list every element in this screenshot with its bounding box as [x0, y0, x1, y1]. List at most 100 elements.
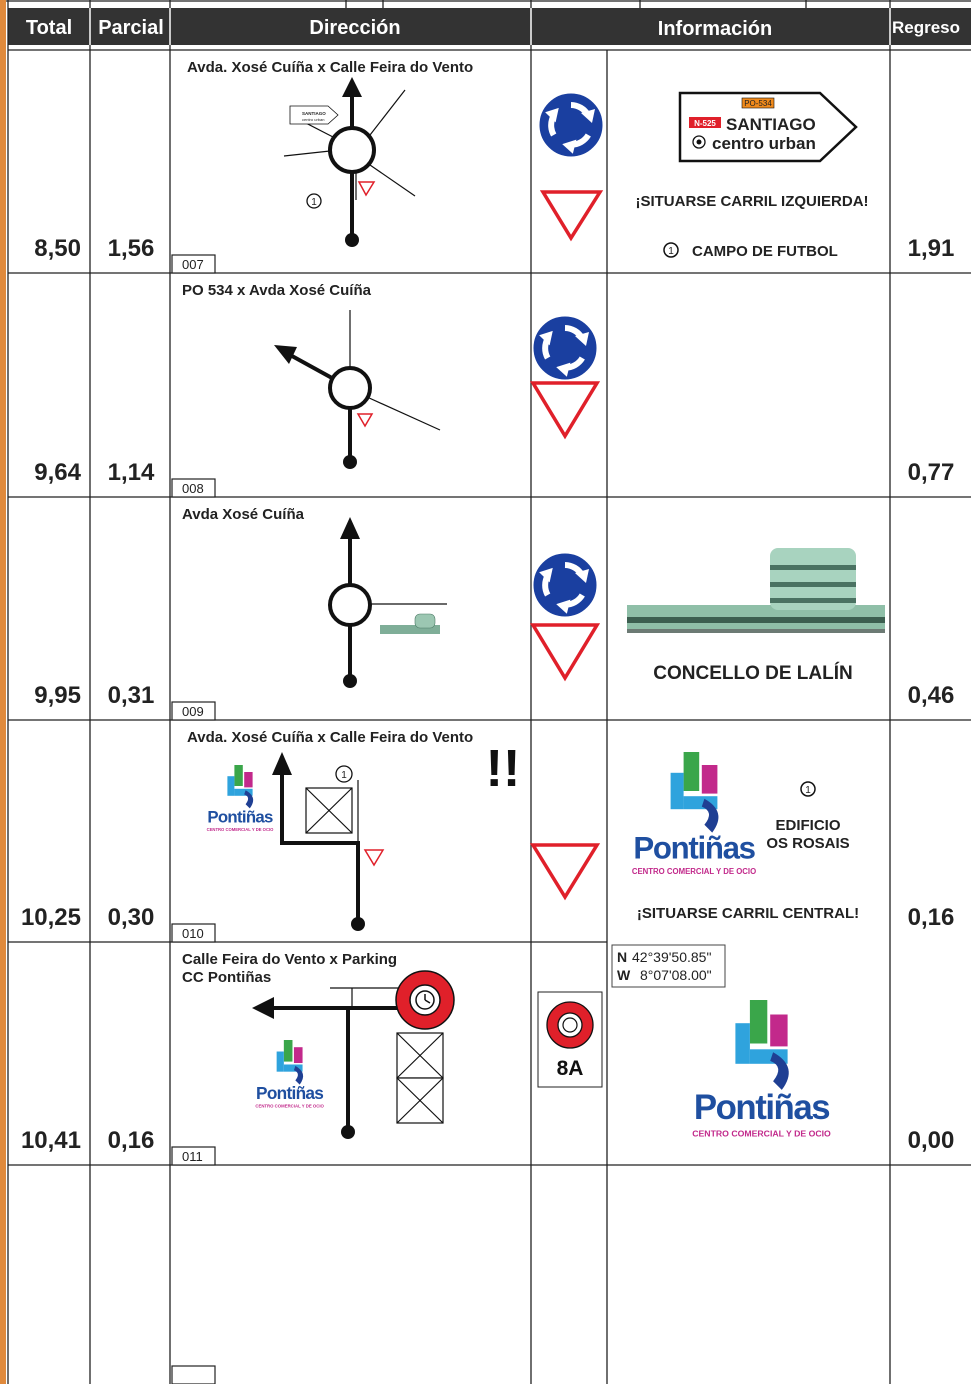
box-number-frame: [171, 478, 216, 498]
box-number-frame: [171, 1365, 216, 1384]
junction-title: Avda Xosé Cuíña: [182, 506, 305, 523]
coordinate-value: 42°39'50.85": [632, 949, 711, 965]
return-distance: 0,00: [908, 1127, 955, 1154]
logo-tagline: CENTRO COMERCIAL Y DE OCIO: [692, 1128, 831, 1138]
logo-block: [276, 1051, 284, 1072]
diagram-3: [328, 517, 447, 688]
coordinate-dir: N: [617, 949, 627, 965]
logo-block: [670, 772, 684, 810]
roundabout-arrowhead: [575, 332, 589, 346]
total-distance: 10,41: [21, 1127, 81, 1154]
box-number: 008: [182, 481, 204, 496]
return-distance: 0,46: [908, 682, 955, 709]
roundabout-arrowhead: [581, 109, 595, 123]
header-partial: Parcial: [98, 17, 164, 39]
junction-title: Avda. Xosé Cuíña x Calle Feira do Vento: [187, 729, 473, 746]
partial-distance: 0,16: [108, 1127, 155, 1154]
logo-block: [244, 790, 254, 809]
logo-block: [701, 765, 718, 794]
logo-block: [770, 1014, 788, 1047]
sign-sub: centro urban: [712, 134, 816, 153]
return-distance: 1,91: [908, 235, 955, 262]
roundabout-arrowhead: [539, 567, 553, 583]
junction-title: CC Pontiñas: [182, 969, 271, 986]
logo-block: [244, 772, 253, 788]
coordinate-value: 8°07'08.00": [640, 967, 712, 983]
box-number-frame: [171, 701, 216, 721]
logo-block: [683, 752, 700, 791]
diagram-1: [283, 77, 416, 247]
junction-title: Calle Feira do Vento x Parking: [182, 951, 397, 968]
logo-tagline: CENTRO COMERCIAL Y DE OCIO: [632, 867, 756, 876]
box-number-frame: [171, 923, 216, 943]
partial-distance: 1,14: [108, 459, 155, 486]
box-number: 007: [182, 257, 204, 272]
roundabout-arrowhead: [556, 599, 571, 614]
coordinates-box: [611, 944, 726, 988]
total-distance: 9,64: [34, 459, 81, 486]
roundabout-arrowhead: [539, 330, 553, 346]
header-direction: Dirección: [309, 17, 400, 39]
header-return: Regreso: [892, 18, 960, 37]
diagram-5: [252, 970, 455, 1139]
sign-road: PO-534: [744, 99, 772, 108]
logo-name: Pontiñas: [633, 831, 755, 866]
diagram-4: [272, 752, 385, 931]
logo-block: [234, 788, 253, 796]
return-distance: 0,16: [908, 904, 955, 931]
logo-block: [770, 1052, 789, 1090]
logo-block: [234, 765, 243, 786]
reference-label: EDIFICIO: [775, 817, 840, 834]
logo-block: [293, 1047, 303, 1064]
reference-number: 1: [805, 785, 811, 796]
sign-route: N-525: [694, 119, 716, 128]
reference-label: CAMPO DE FUTBOL: [692, 243, 838, 260]
total-distance: 9,95: [34, 682, 81, 709]
partial-distance: 0,30: [108, 904, 155, 931]
logo-block: [293, 1065, 304, 1085]
header-information: Información: [658, 18, 772, 40]
direction-sign: [678, 91, 858, 163]
header-bar: [8, 8, 971, 45]
return-distance: 0,77: [908, 459, 955, 486]
logo-name: Pontiñas: [256, 1083, 323, 1103]
diagram-note: 1: [341, 770, 347, 781]
logo-name: Pontiñas: [207, 807, 273, 826]
sign-column: [529, 190, 604, 1088]
roundabout-arrowhead: [562, 139, 577, 154]
partial-distance: 0,31: [108, 682, 155, 709]
total-distance: 8,50: [34, 235, 81, 262]
info-caption: CONCELLO DE LALÍN: [653, 662, 853, 684]
sign-destination: SANTIAGO: [726, 115, 816, 134]
reference-marker: [663, 242, 679, 258]
box-number: 011: [182, 1149, 203, 1164]
logo-block: [283, 1064, 303, 1072]
roundabout-arrowhead: [575, 569, 589, 583]
diagram-2: [274, 310, 441, 469]
parking-sign-label: 8A: [557, 1057, 584, 1080]
building-image: [627, 548, 885, 633]
box-number-frame: [171, 254, 216, 274]
left-strip: [0, 0, 6, 1384]
coordinate-dir: W: [617, 967, 631, 983]
box-number-frame: [171, 1146, 216, 1166]
junction-title: Avda. Xosé Cuíña x Calle Feira do Vento: [187, 59, 473, 76]
logo-block: [701, 798, 719, 833]
reference-marker: [800, 781, 816, 797]
reference-label: OS ROSAIS: [766, 835, 849, 852]
logo-name: Pontiñas: [694, 1088, 829, 1127]
reference-number: 1: [668, 246, 674, 257]
partial-distance: 1,56: [108, 235, 155, 262]
box-number: 010: [182, 926, 204, 941]
logo-block: [227, 776, 235, 796]
box-number: 009: [182, 704, 204, 719]
total-distance: 10,25: [21, 904, 81, 931]
logo-tagline: CENTRO COMERCIAL Y DE OCIO: [207, 827, 275, 832]
info-note: ¡SITUARSE CARRIL IZQUIERDA!: [635, 193, 868, 210]
logo-block: [283, 1040, 293, 1062]
grid: [6, 0, 971, 1384]
